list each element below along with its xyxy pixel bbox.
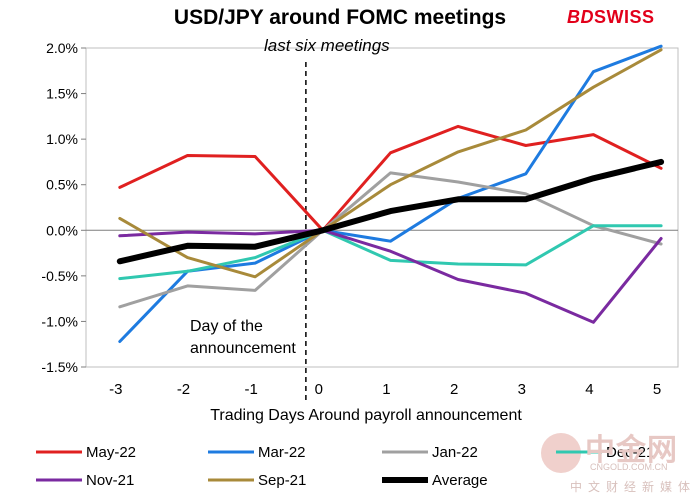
y-tick-label: 0.0% — [46, 222, 78, 238]
bdswiss-logo: BDSWISS — [567, 7, 655, 27]
y-tick-label: 2.0% — [46, 40, 78, 56]
annotation-text: Day of the — [190, 318, 263, 335]
y-tick-label: -1.0% — [41, 313, 78, 329]
x-tick-label: -2 — [177, 381, 190, 398]
watermark-en: CNGOLD.COM.CN — [590, 462, 668, 472]
legend-label: Nov-21 — [86, 472, 134, 489]
legend-label: Sep-21 — [258, 472, 306, 489]
x-tick-label: -1 — [244, 381, 257, 398]
watermark-cn: 中金网 — [585, 434, 678, 467]
x-tick-label: -3 — [109, 381, 122, 398]
legend-label: Jan-22 — [432, 444, 478, 461]
chart-title: USD/JPY around FOMC meetings — [173, 6, 507, 29]
plot-frame — [85, 47, 679, 368]
series-line-average — [116, 158, 665, 265]
y-tick-label: -1.5% — [41, 359, 78, 375]
y-tick-label: 1.5% — [46, 86, 78, 102]
x-tick-label: 1 — [382, 381, 390, 398]
legend-label: May-22 — [86, 444, 136, 461]
series-line-sep-21 — [118, 48, 663, 279]
y-tick-label: -0.5% — [41, 268, 78, 284]
y-tick-label: 0.5% — [46, 177, 78, 193]
series-line-may-22 — [118, 124, 663, 232]
legend: May-22 Mar-22 Jan-22 Dec-21 Nov-21 Sep-21 Aver… — [36, 444, 654, 489]
series-line-jan-22 — [118, 171, 663, 309]
x-tick-label: 2 — [450, 381, 458, 398]
series-line-dec-21 — [118, 224, 663, 281]
legend-label: Mar-22 — [258, 444, 306, 461]
x-axis-label: Trading Days Around payroll announcement — [210, 407, 522, 424]
x-tick-label: 0 — [315, 381, 323, 398]
watermark-cn2: 中文财经新媒体 — [570, 480, 697, 494]
x-tick-label: 4 — [585, 381, 593, 398]
chart-subtitle: last six meetings — [264, 36, 390, 55]
x-tick-label: 3 — [518, 381, 526, 398]
x-tick-label: 5 — [653, 381, 661, 398]
y-tick-label: 1.0% — [46, 131, 78, 147]
annotation-text: announcement — [190, 340, 296, 357]
axes: -1.5% -1.0% -0.5% 0.0% 0.5% 1.0% 1.5% 2.0% -3 -2 -… — [41, 40, 679, 424]
series-line-nov-21 — [118, 228, 663, 324]
series-layer — [116, 44, 665, 343]
series-line-mar-22 — [118, 44, 663, 343]
legend-label: Average — [432, 472, 488, 489]
legend-label: Dec-21 — [606, 444, 654, 461]
